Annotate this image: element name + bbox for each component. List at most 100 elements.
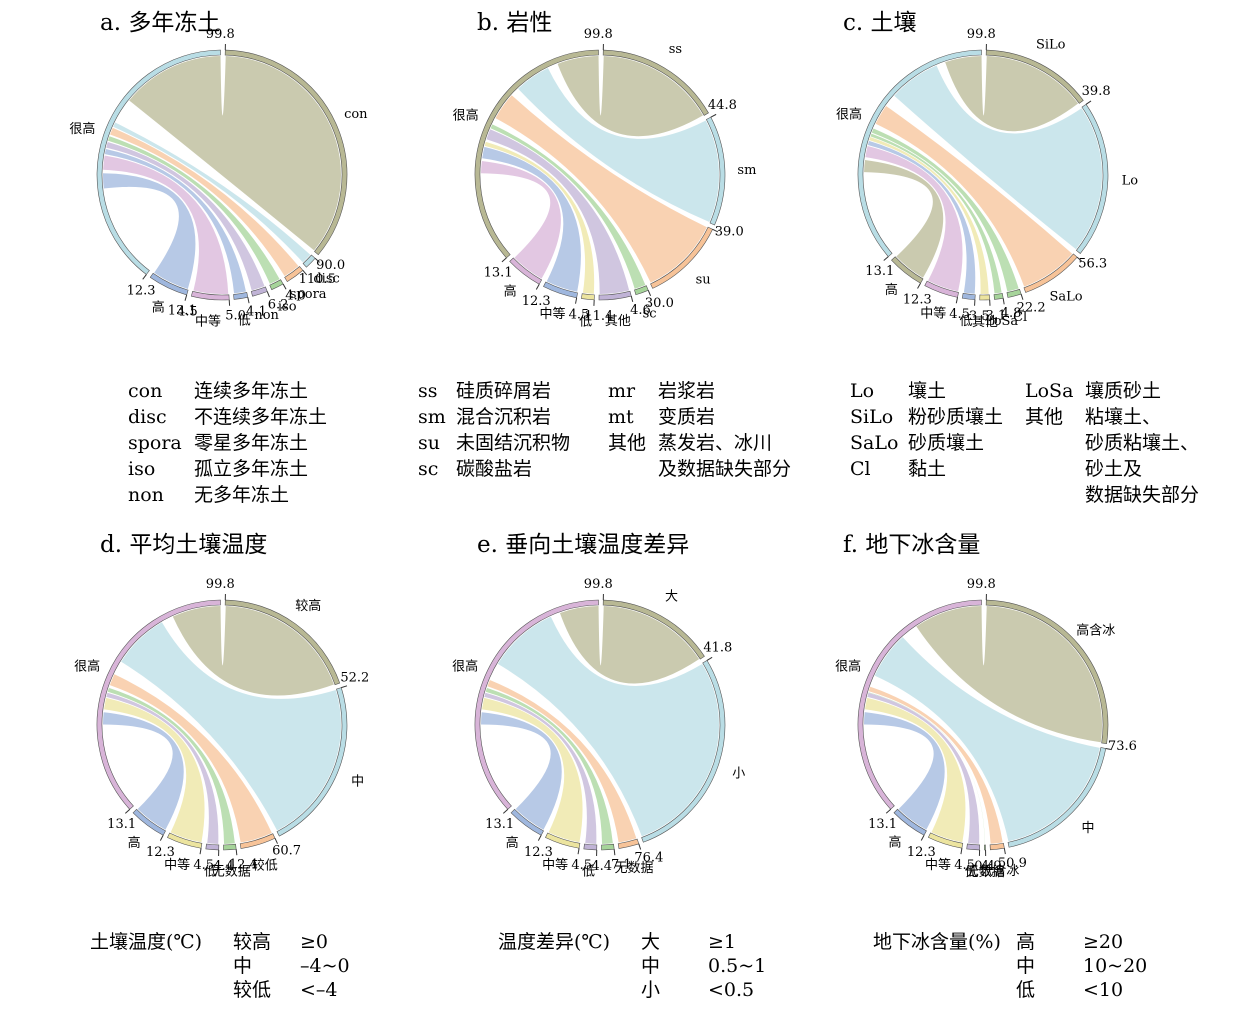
legend-key: 其他 xyxy=(1025,406,1063,428)
sector-value: 13.1 xyxy=(168,303,197,318)
sector-tick xyxy=(535,283,540,290)
legend-value: 变质岩 xyxy=(658,406,715,428)
sector-tick xyxy=(638,843,642,850)
sector-arc xyxy=(250,286,268,297)
panel-legend: 土壤温度(℃) 较高 ≥0 中 –4~0 较低 <–4 xyxy=(90,931,350,1001)
sector-label: 低 xyxy=(238,313,251,328)
chord-ribbon xyxy=(486,129,630,294)
sector-value: 39.0 xyxy=(715,224,744,239)
sector-value: 4.5 xyxy=(569,307,590,322)
sector-tick xyxy=(1002,298,1005,305)
sector-value: 4.0 xyxy=(285,288,306,303)
chord-panel-3: d. 平均土壤温度很高99.8较高52.2中60.7较低12.4无数据4.4低4… xyxy=(74,532,369,1001)
sector-value: 110.5 xyxy=(299,272,336,287)
sector-label: su xyxy=(696,273,711,288)
sector-label: 中等 xyxy=(540,306,566,322)
sector-value: 76.4 xyxy=(634,850,663,865)
chord-ribbon xyxy=(104,697,205,843)
sector-arc xyxy=(641,659,726,843)
sector-arc xyxy=(989,842,1005,851)
sector-arc xyxy=(224,599,341,686)
sector-arc xyxy=(602,49,709,116)
sector-tick xyxy=(1003,848,1006,855)
sector-arc xyxy=(650,226,713,289)
sector-label: SiLo xyxy=(1036,38,1066,53)
legend-value: 粉砂质壤土 xyxy=(908,406,1003,428)
sector-arc xyxy=(705,116,726,226)
legend-value: 数据缺失部分 xyxy=(1085,484,1199,506)
sector-label: Lo xyxy=(1122,174,1139,189)
legend-heading: 温度差异(℃) xyxy=(498,931,610,953)
sector-arc xyxy=(284,266,304,283)
sector-value: 99.8 xyxy=(206,27,235,42)
chord-ribbon xyxy=(107,687,235,844)
sector-value: 12.3 xyxy=(146,845,175,860)
sector-arc xyxy=(1023,253,1078,293)
sector-arc xyxy=(233,292,249,300)
sector-arc xyxy=(149,272,189,296)
sector-arc xyxy=(1075,103,1109,254)
sector-tick xyxy=(1085,100,1092,105)
legend-value: 岩浆岩 xyxy=(658,380,715,402)
panel-legend: ss 硅质碎屑岩 mr 岩浆岩 sm 混合沉积岩 mt 变质岩 su 未固结沉积物 其他 蒸发岩、冰川… xyxy=(418,380,791,480)
legend-value: 碳酸盐岩 xyxy=(456,458,532,480)
sector-label: ss xyxy=(669,42,682,57)
chord-ribbon xyxy=(110,127,299,277)
chord-ribbon xyxy=(497,616,720,837)
chord-ribbon xyxy=(871,128,1019,292)
legend-value: 蒸发岩、冰川 xyxy=(658,432,772,454)
legend-value: –4~0 xyxy=(300,955,350,977)
legend-key: iso xyxy=(128,458,155,480)
chord-ribbon xyxy=(518,67,720,222)
sector-value: 52.2 xyxy=(340,671,369,686)
sector-value: 3.5 xyxy=(969,309,990,324)
sector-label: 中等 xyxy=(920,305,946,321)
legend-value: 砂土及 xyxy=(1085,458,1142,480)
sector-label: 很高 xyxy=(835,658,861,674)
sector-label: iso xyxy=(278,300,297,315)
sector-value: 4.5 xyxy=(193,858,214,873)
chord-ribbon xyxy=(487,679,637,843)
sector-label: 无数据 xyxy=(615,861,654,876)
sector-label: 中等 xyxy=(195,313,221,329)
sector-tick xyxy=(710,113,717,118)
sector-arc xyxy=(583,843,598,851)
sector-value: 6.2 xyxy=(268,297,289,312)
sector-tick xyxy=(630,295,634,302)
chord-panel-2: c. 土壤很高99.8SiLo39.8Lo56.3SaLo22.2Cl4.8Lo… xyxy=(836,10,1199,506)
sector-value: 4.6 xyxy=(630,303,651,318)
sector-label: con xyxy=(344,107,368,122)
sector-tick xyxy=(537,835,542,841)
chord-panel-1: b. 岩性很高99.8ss44.8sm39.0su30.0sc4.6其他11.4… xyxy=(418,10,791,480)
sector-value: 12.3 xyxy=(522,294,551,309)
sector-value: 99.8 xyxy=(967,577,996,592)
legend-key: 较低 xyxy=(233,979,271,1001)
sector-label: 高 xyxy=(152,299,165,315)
sector-label: 高 xyxy=(885,282,898,298)
sector-arc xyxy=(984,844,986,851)
legend-key: 中 xyxy=(1016,955,1035,977)
sector-arc xyxy=(132,808,166,836)
sector-value: 7.1 xyxy=(611,857,632,872)
sector-tick xyxy=(960,848,963,855)
panel-title: a. 多年冻土 xyxy=(100,10,220,36)
chord-ribbon xyxy=(864,712,945,830)
sector-arc xyxy=(1006,288,1022,298)
chord-ribbon xyxy=(865,697,966,843)
sector-tick xyxy=(1020,293,1024,300)
sector-value: 4.5 xyxy=(954,858,975,873)
sector-tick xyxy=(917,283,921,289)
legend-value: 粘壤土、 xyxy=(1085,406,1161,428)
sector-value: 99.8 xyxy=(584,27,613,42)
sector-arc xyxy=(966,843,981,851)
legend-key: mt xyxy=(608,406,634,428)
legend-key: 中 xyxy=(641,955,660,977)
legend-value: 砂质壤土 xyxy=(908,432,984,454)
sector-label: sc xyxy=(643,306,657,321)
sector-tick xyxy=(613,849,616,856)
legend-value: 硅质碎屑岩 xyxy=(456,380,551,402)
sector-label: 很高 xyxy=(452,659,478,675)
legend-key: 高 xyxy=(1016,931,1035,953)
legend-value: ≥20 xyxy=(1083,931,1123,953)
